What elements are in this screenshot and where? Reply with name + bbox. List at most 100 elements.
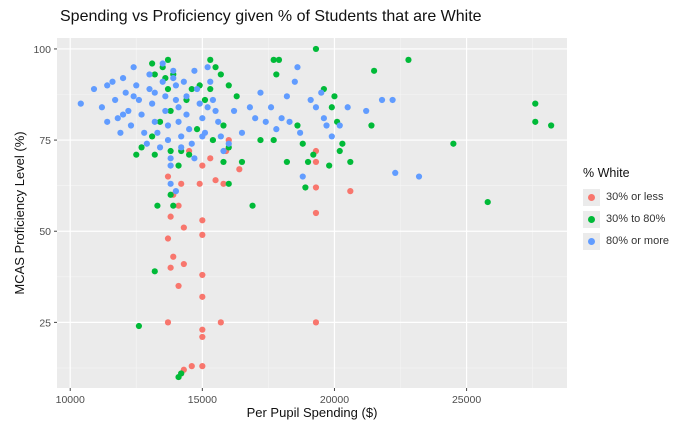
data-point	[159, 60, 166, 67]
data-point	[199, 293, 206, 300]
data-point	[278, 115, 285, 122]
data-point	[191, 67, 198, 74]
data-point	[297, 129, 304, 136]
data-point	[167, 191, 174, 198]
data-point	[172, 188, 180, 195]
data-point	[125, 107, 132, 115]
data-point	[220, 158, 227, 166]
legend: % White 30% or less 30% to 80% 80% or more	[583, 166, 669, 252]
legend-key	[583, 188, 600, 206]
data-point	[109, 78, 116, 85]
data-point	[246, 104, 254, 111]
data-point	[310, 151, 317, 158]
data-point	[299, 173, 306, 180]
data-point	[275, 56, 283, 63]
y-tick-label: 75	[39, 135, 51, 147]
legend-item: 30% to 80%	[583, 208, 669, 230]
data-point	[98, 104, 106, 111]
data-point	[154, 202, 161, 209]
data-point	[302, 184, 309, 191]
legend-label: 30% to 80%	[606, 213, 666, 225]
data-point	[199, 231, 206, 238]
data-point	[267, 104, 275, 111]
data-point	[450, 140, 457, 147]
data-point	[225, 82, 232, 89]
legend-dot	[588, 215, 595, 223]
data-point	[119, 111, 127, 118]
data-point	[167, 213, 174, 220]
plot-panel	[57, 38, 567, 388]
data-point	[312, 104, 320, 111]
data-point	[304, 158, 312, 166]
data-point	[164, 122, 172, 129]
data-point	[127, 122, 135, 129]
data-point	[217, 319, 224, 326]
data-point	[133, 82, 140, 89]
data-point	[299, 140, 306, 147]
y-tick-label: 100	[33, 44, 51, 56]
x-tick-label: 10000	[56, 394, 85, 406]
x-tick-label: 25000	[452, 394, 481, 406]
data-point	[392, 169, 399, 176]
data-point	[230, 107, 238, 115]
data-point	[201, 96, 209, 104]
data-point	[347, 158, 354, 166]
data-point	[154, 129, 161, 136]
data-point	[225, 140, 232, 147]
data-point	[328, 104, 335, 111]
data-point	[172, 96, 180, 104]
data-point	[199, 115, 206, 122]
data-point	[188, 363, 195, 370]
data-point	[370, 67, 378, 74]
data-point	[178, 133, 185, 140]
data-point	[170, 67, 177, 74]
data-point	[167, 147, 174, 155]
data-point	[331, 93, 338, 100]
data-point	[312, 209, 320, 217]
data-point	[249, 202, 256, 209]
data-point	[312, 158, 320, 166]
data-point	[170, 75, 177, 82]
data-point	[186, 126, 193, 133]
data-point	[273, 126, 280, 133]
data-point	[188, 140, 195, 147]
data-point	[183, 111, 190, 118]
data-point	[90, 85, 98, 93]
data-point	[175, 118, 182, 125]
data-point	[344, 104, 351, 111]
data-point	[532, 100, 539, 107]
data-point	[270, 136, 277, 144]
data-point	[138, 111, 145, 118]
data-point	[318, 89, 325, 96]
x-axis: 10000 15000 20000 25000	[56, 388, 481, 406]
data-point	[336, 122, 343, 129]
data-point	[257, 136, 264, 144]
data-point	[117, 129, 124, 136]
data-point	[138, 144, 145, 151]
data-point	[193, 126, 201, 133]
data-point	[283, 158, 290, 166]
data-point	[151, 151, 158, 158]
x-tick-label: 15000	[188, 394, 217, 406]
data-point	[199, 217, 206, 224]
data-point	[236, 166, 243, 173]
data-point	[199, 333, 206, 341]
data-point	[196, 180, 203, 187]
data-point	[294, 122, 301, 129]
data-point	[175, 162, 182, 169]
data-point	[378, 96, 386, 104]
legend-label: 80% or more	[606, 235, 669, 247]
data-point	[151, 118, 158, 125]
data-point	[164, 85, 172, 93]
data-point	[238, 129, 246, 136]
data-point	[328, 133, 335, 140]
data-point	[207, 155, 214, 162]
data-point	[212, 64, 219, 71]
data-point	[156, 118, 164, 125]
data-point	[225, 180, 232, 187]
data-point	[135, 322, 143, 330]
data-point	[164, 235, 172, 242]
data-point	[151, 268, 158, 275]
data-points	[77, 45, 555, 381]
data-point	[167, 107, 174, 115]
